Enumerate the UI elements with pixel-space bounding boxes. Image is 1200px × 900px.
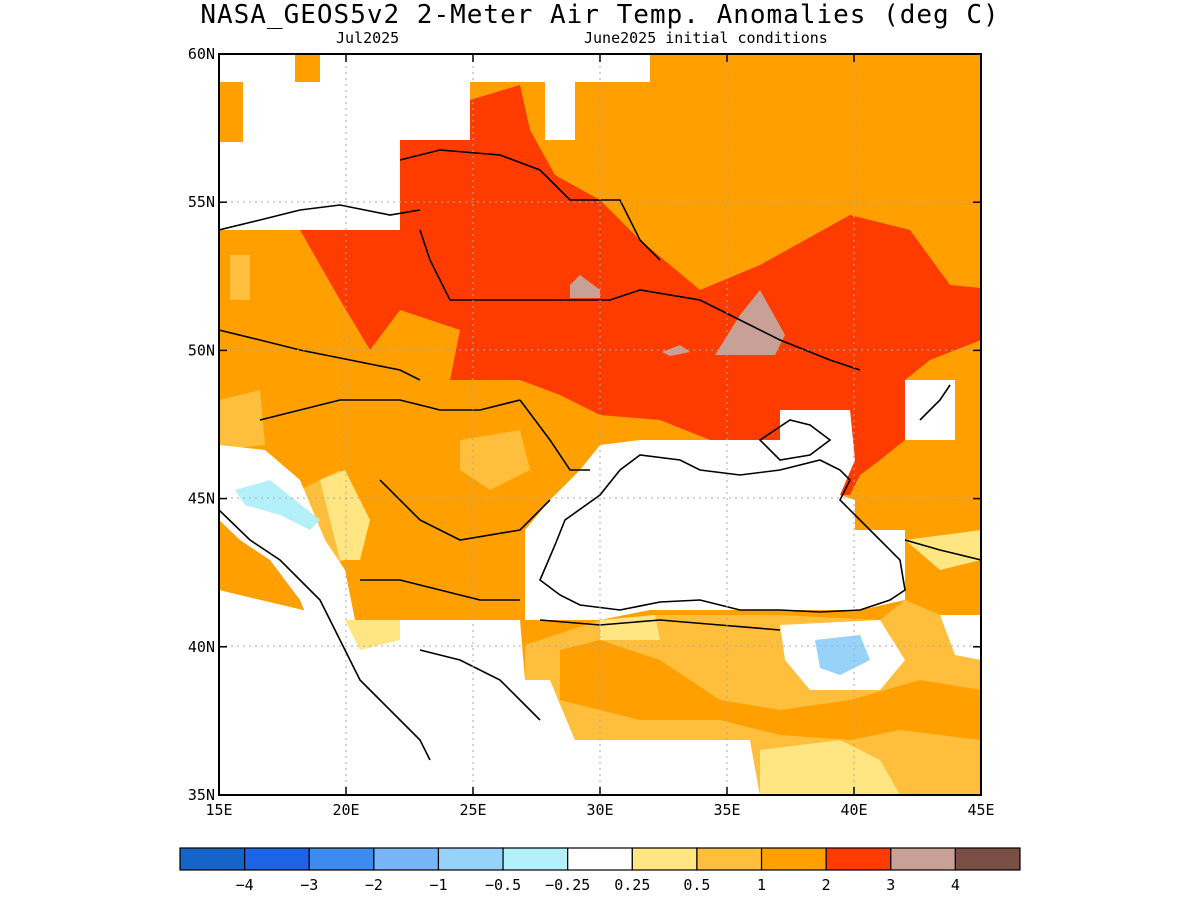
caspian-coast — [919, 384, 951, 421]
colorbar-label: −1 — [429, 876, 447, 894]
lat-tick-label: 60N — [188, 45, 215, 63]
colorbar-swatch — [244, 847, 310, 871]
colorbar-label: 2 — [822, 876, 831, 894]
anomaly-field-near-zero-east — [940, 615, 981, 660]
caucasus-border — [904, 539, 981, 561]
lon-tick-label: 40E — [840, 801, 867, 819]
lat-tick-label: 45N — [188, 490, 215, 508]
colorbar-label: 0.25 — [614, 876, 650, 894]
anomaly-field-1-2-turkey — [560, 640, 981, 740]
anomaly-field-3-4-east — [715, 290, 785, 355]
anomaly-field-0.25-0.5-balkans — [320, 470, 370, 560]
northern-borders — [399, 149, 661, 261]
anomaly-field-0.5-1-poland — [230, 255, 250, 300]
lat-tick-label: 35N — [188, 786, 215, 804]
colorbar-label: −0.25 — [545, 876, 590, 894]
colorbar-swatch — [437, 847, 504, 871]
axis-ticks: 15E 20E 25E 30E 35E 40E 45E 60N 55N 50N 45N 40N 35N — [188, 45, 995, 819]
lon-tick-label: 45E — [967, 801, 994, 819]
colorbar-label: 0.5 — [683, 876, 710, 894]
lat-tick-label: 40N — [188, 638, 215, 656]
ukraine-north-border — [419, 229, 861, 371]
lon-tick-label: 25E — [459, 801, 486, 819]
initial-conditions-label: June2025 initial conditions — [584, 29, 828, 47]
baltic-coastline — [219, 204, 421, 231]
anomaly-field-near-zero-aegean — [219, 590, 760, 795]
lon-tick-label: 15E — [205, 801, 232, 819]
colorbar-label: −3 — [300, 876, 318, 894]
lon-tick-label: 30E — [586, 801, 613, 819]
danube-border — [379, 479, 551, 541]
forecast-month-label: Jul2025 — [336, 29, 400, 47]
colorbar-label: 4 — [951, 876, 960, 894]
colorbar-swatch — [890, 847, 956, 871]
map-title: NASA_GEOS5v2 2-Meter Air Temp. Anomalies… — [200, 0, 1000, 30]
anomaly-field-0.25-0.5-se — [760, 740, 900, 795]
colorbar-label: 3 — [886, 876, 895, 894]
colorbar-swatch — [308, 847, 375, 871]
anomaly-field-neg-0.5-turkey — [815, 635, 870, 675]
anomaly-field-0.5-1-romania — [460, 430, 530, 490]
colorbar-label: −4 — [236, 876, 254, 894]
anomaly-field-neg-0.25-adriatic — [235, 480, 320, 530]
bulgaria-south-border — [360, 579, 520, 601]
lon-tick-label: 20E — [332, 801, 359, 819]
colorbar-swatch — [631, 847, 698, 871]
colorbar-swatch — [567, 847, 633, 871]
anomaly-field-near-zero-north — [219, 54, 650, 230]
poland-south-border — [219, 329, 421, 381]
aegean-islands — [419, 649, 541, 721]
colorbar: −4 −3 −2 −1 −0.5 −0.25 0.25 0.5 1 2 3 4 — [179, 847, 1021, 894]
colorbar-swatch — [373, 847, 440, 871]
colorbar-label: −2 — [365, 876, 383, 894]
colorbar-swatch — [825, 847, 892, 871]
colorbar-label: 1 — [757, 876, 766, 894]
black-sea-coastline — [539, 454, 906, 613]
colorbar-swatch — [179, 847, 246, 871]
lon-tick-label: 35E — [713, 801, 740, 819]
colorbar-swatch — [696, 847, 763, 871]
lat-tick-label: 55N — [188, 193, 215, 211]
azov-sea-coastline — [758, 419, 832, 461]
lat-tick-label: 50N — [188, 341, 215, 359]
colorbar-label: −0.5 — [485, 876, 521, 894]
anomaly-field-3-4-west — [570, 275, 600, 298]
turkey-north-coast — [539, 619, 781, 631]
anomaly-field-0.25-0.5-greece — [345, 620, 400, 650]
coastlines-borders — [219, 149, 981, 761]
anomaly-field-0.5-1-w — [219, 390, 265, 450]
grid-lines — [219, 54, 981, 795]
colorbar-swatch — [954, 847, 1021, 871]
moldova-border — [519, 399, 590, 471]
colorbar-swatch — [760, 847, 827, 871]
adriatic-coastline — [219, 509, 431, 761]
carpathian-borders — [259, 399, 521, 421]
colorbar-swatch — [502, 847, 569, 871]
anomaly-fields — [219, 54, 981, 795]
